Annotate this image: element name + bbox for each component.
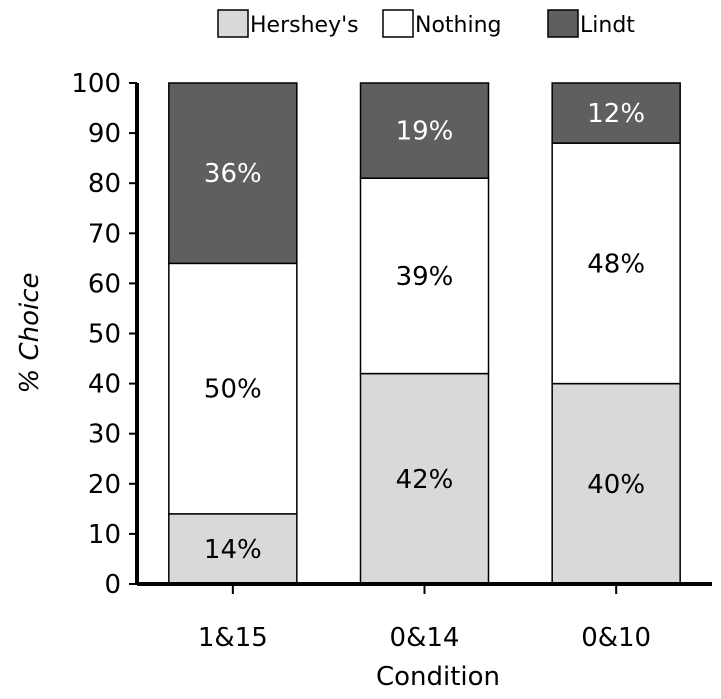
legend-label: Lindt: [580, 13, 635, 38]
y-tick-label: 70: [88, 219, 121, 249]
legend-swatch: [547, 9, 579, 38]
legend-swatch: [217, 9, 249, 38]
x-tick-label: 0&10: [581, 623, 651, 653]
y-tick-label: 20: [88, 470, 121, 500]
y-tick-label: 10: [88, 520, 121, 550]
legend-label: Hershey's: [250, 13, 359, 38]
bar-segment: [359, 82, 490, 179]
plot-bars: 14% 50% 36% 42% 39% 19% 40% 48% 12%: [168, 82, 681, 585]
data-label: 12%: [587, 99, 645, 129]
bar-segment: [551, 142, 681, 385]
legend-label: Nothing: [415, 13, 502, 38]
data-label: 40%: [587, 470, 645, 500]
bar-segment: [168, 82, 298, 265]
bar-segment: [359, 372, 490, 585]
y-axis: 0 10 20 30 40 50 60 70 80 90 100: [71, 69, 139, 600]
data-label: 36%: [204, 159, 262, 189]
data-label: 39%: [396, 262, 454, 292]
data-label: 14%: [204, 535, 262, 565]
data-label: 42%: [396, 465, 454, 495]
legend: Hershey's Nothing Lindt: [217, 9, 635, 38]
bar-segment: [168, 262, 298, 515]
y-tick-label: 80: [88, 169, 121, 199]
y-tick-label: 60: [88, 269, 121, 299]
data-label: 19%: [396, 117, 454, 147]
bar-segment: [551, 82, 681, 144]
bar-segment: [168, 513, 298, 585]
x-axis: 1&15 0&14 0&10: [137, 582, 712, 653]
y-tick-label: 0: [104, 570, 121, 600]
y-tick-label: 90: [88, 119, 121, 149]
y-axis-title: % Choice: [15, 272, 45, 393]
x-tick-label: 0&14: [390, 623, 460, 653]
data-label: 48%: [587, 249, 645, 279]
bar-segment: [359, 177, 490, 375]
x-tick-label: 1&15: [198, 623, 268, 653]
y-tick-label: 40: [88, 370, 121, 400]
legend-swatch: [382, 9, 414, 38]
data-label: 50%: [204, 375, 262, 405]
y-tick-label: 100: [71, 69, 121, 99]
x-axis-title: Condition: [376, 662, 500, 692]
y-tick-label: 30: [88, 420, 121, 450]
y-tick-label: 50: [88, 320, 121, 350]
